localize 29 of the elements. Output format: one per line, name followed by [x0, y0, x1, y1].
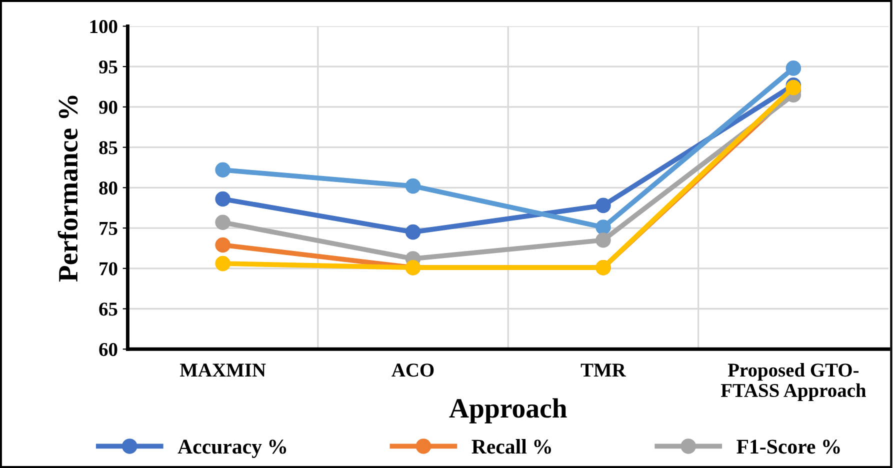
point: [215, 237, 230, 253]
legend-label: Accuracy %: [178, 440, 286, 458]
x-axis-title: Approach: [449, 398, 567, 424]
point: [596, 220, 611, 235]
y-tick-label: 70: [100, 262, 118, 276]
x-tick-label: TMR: [580, 364, 626, 377]
point: [596, 232, 611, 248]
x-tick-label: MAXMIN: [180, 364, 266, 377]
y-tick-label: 80: [99, 181, 118, 195]
y-tick-label: 95: [99, 60, 118, 74]
x-tick-label: ACO: [392, 364, 434, 377]
point: [405, 178, 421, 194]
y-tick-label: 60: [99, 342, 118, 356]
point: [405, 224, 421, 240]
legend-label: Recall %: [472, 439, 551, 454]
y-tick-label: 100: [90, 20, 118, 34]
point: [786, 60, 802, 76]
y-tick-label: 65: [99, 302, 118, 316]
point: [215, 191, 230, 207]
y-tick-label: 75: [100, 222, 118, 235]
point: [215, 256, 230, 272]
x-tick-label: Proposed GTO- FTASS Approach: [720, 363, 866, 401]
y-axis-title: Performance %: [58, 96, 78, 282]
legend-label: F1-Score %: [736, 440, 840, 454]
y-tick-label: 90: [99, 100, 118, 114]
point: [596, 198, 611, 214]
point: [215, 162, 230, 178]
y-tick-label: 85: [99, 141, 118, 154]
point: [215, 214, 230, 230]
